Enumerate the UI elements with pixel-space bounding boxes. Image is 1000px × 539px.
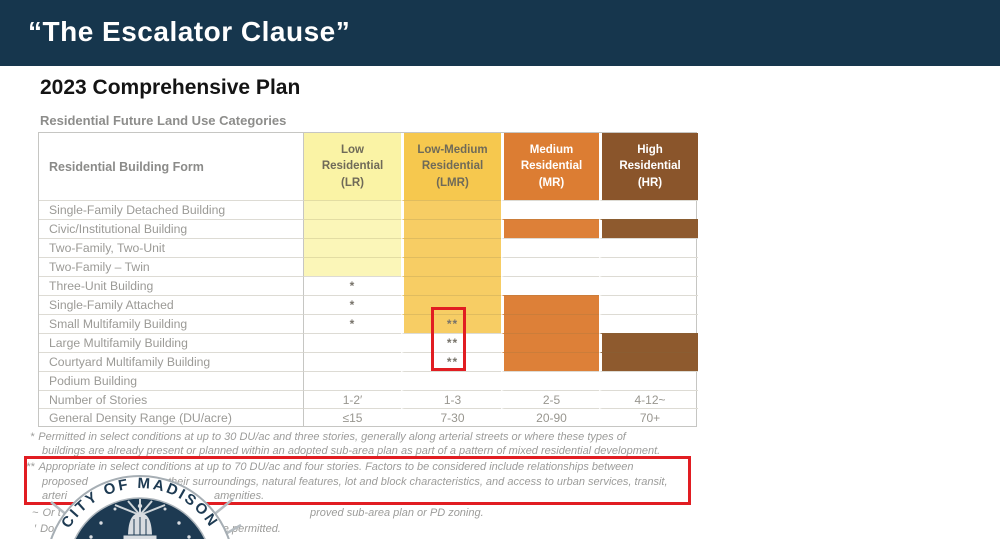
row-label: Small Multifamily Building: [39, 314, 304, 333]
capitol-dome-icon: [122, 503, 158, 539]
table-cell-lmr: [401, 238, 501, 257]
title-bar: “The Escalator Clause”: [0, 0, 1000, 66]
table-cell-lr: [304, 371, 401, 390]
row-label: Number of Stories: [39, 390, 304, 408]
seal-stars-icon: [89, 507, 191, 539]
row-label: Civic/Institutional Building: [39, 219, 304, 238]
table-cell-lmr: 1-3: [401, 390, 501, 408]
table-cell-lr: [304, 219, 401, 238]
cell-value: *: [349, 298, 356, 312]
table-cell-mr: [501, 352, 599, 371]
landuse-table: Residential Building Form Low Residentia…: [38, 132, 698, 427]
table-cell-hr: [599, 200, 698, 219]
table-caption: Residential Future Land Use Categories: [40, 113, 287, 128]
table-cell-hr: [599, 295, 698, 314]
table-cell-hr: [599, 219, 698, 238]
row-label: Two-Family, Two-Unit: [39, 238, 304, 257]
table-cell-lr: [304, 333, 401, 352]
table-cell-lmr: [401, 295, 501, 314]
footnote-2-marker: **: [26, 461, 35, 473]
row-label: Two-Family – Twin: [39, 257, 304, 276]
row-label: Three-Unit Building: [39, 276, 304, 295]
footnote-1-marker: *: [30, 431, 35, 443]
row-label: Large Multifamily Building: [39, 333, 304, 352]
plan-heading: 2023 Comprehensive Plan: [40, 76, 301, 99]
table-cell-hr: [599, 371, 698, 390]
table-cell-lmr: **: [401, 352, 501, 371]
table-cell-lmr: 7-30: [401, 408, 501, 426]
table-cell-mr: [501, 200, 599, 219]
row-label: Single-Family Attached: [39, 295, 304, 314]
row-label: Courtyard Multifamily Building: [39, 352, 304, 371]
row-label: Single-Family Detached Building: [39, 200, 304, 219]
table-cell-lmr: [401, 276, 501, 295]
table-cell-lr: *: [304, 276, 401, 295]
cell-value: 1-3: [443, 392, 462, 407]
table-cell-hr: [599, 276, 698, 295]
table-cell-lr: [304, 200, 401, 219]
column-header-building-form: Residential Building Form: [39, 133, 304, 200]
cell-value: **: [446, 355, 459, 369]
table-cell-lr: *: [304, 295, 401, 314]
table-cell-mr: [501, 219, 599, 238]
cell-value: 7-30: [440, 410, 465, 425]
footnote-4-marker: ′: [34, 523, 37, 535]
city-of-madison-seal-icon: CITY OF MADISON: [50, 475, 242, 539]
footnote-1-line-2: buildings are already present or planned…: [42, 445, 661, 457]
table-cell-lmr: **: [401, 314, 501, 333]
cell-value: 20-90: [536, 410, 567, 425]
table-cell-mr: [501, 333, 599, 352]
cell-value: 70+: [639, 410, 661, 425]
footnote-3-marker: ~: [32, 507, 39, 519]
column-header-hr: High Residential (HR): [599, 133, 698, 200]
cell-value: 1-2′: [342, 392, 363, 407]
table-cell-lr: [304, 352, 401, 371]
cell-value: ≤15: [342, 410, 363, 425]
table-cell-mr: [501, 371, 599, 390]
table-cell-mr: 2-5: [501, 390, 599, 408]
table-cell-hr: [599, 333, 698, 352]
table-cell-hr: [599, 257, 698, 276]
table-cell-lr: ≤15: [304, 408, 401, 426]
column-header-lr: Low Residential (LR): [304, 133, 401, 200]
annotation-box-footnote-2: [24, 456, 691, 505]
table-cell-lr: 1-2′: [304, 390, 401, 408]
table-cell-hr: 4-12~: [599, 390, 698, 408]
table-cell-lmr: [401, 257, 501, 276]
column-header-lmr: Low-Medium Residential (LMR): [401, 133, 501, 200]
cell-value: **: [446, 317, 459, 331]
cell-value: 2-5: [542, 392, 561, 407]
cell-value: *: [349, 317, 356, 331]
table-cell-mr: [501, 257, 599, 276]
slide-title: “The Escalator Clause”: [28, 16, 351, 47]
row-label: General Density Range (DU/acre): [39, 408, 304, 426]
table-cell-lr: [304, 238, 401, 257]
table-cell-mr: 20-90: [501, 408, 599, 426]
table-cell-hr: [599, 238, 698, 257]
footnote-1-line-1: * Permitted in select conditions at up to…: [30, 431, 626, 443]
cell-value: 4-12~: [634, 392, 666, 407]
table-cell-mr: [501, 238, 599, 257]
table-cell-mr: [501, 314, 599, 333]
table-cell-lr: [304, 257, 401, 276]
cell-value: *: [349, 279, 356, 293]
table-cell-hr: [599, 314, 698, 333]
column-header-mr: Medium Residential (MR): [501, 133, 599, 200]
table-cell-lmr: [401, 200, 501, 219]
row-label: Podium Building: [39, 371, 304, 390]
cell-value: **: [446, 336, 459, 350]
table-cell-hr: 70+: [599, 408, 698, 426]
annotation-box-double-asterisk-cells: [431, 307, 466, 371]
table-cell-lmr: **: [401, 333, 501, 352]
table-cell-lr: *: [304, 314, 401, 333]
table-cell-lmr: [401, 371, 501, 390]
table-cell-mr: [501, 295, 599, 314]
footnote-2-line-1: ** Appropriate in select conditions at up…: [26, 461, 634, 473]
table-cell-mr: [501, 276, 599, 295]
table-cell-lmr: [401, 219, 501, 238]
table-cell-hr: [599, 352, 698, 371]
